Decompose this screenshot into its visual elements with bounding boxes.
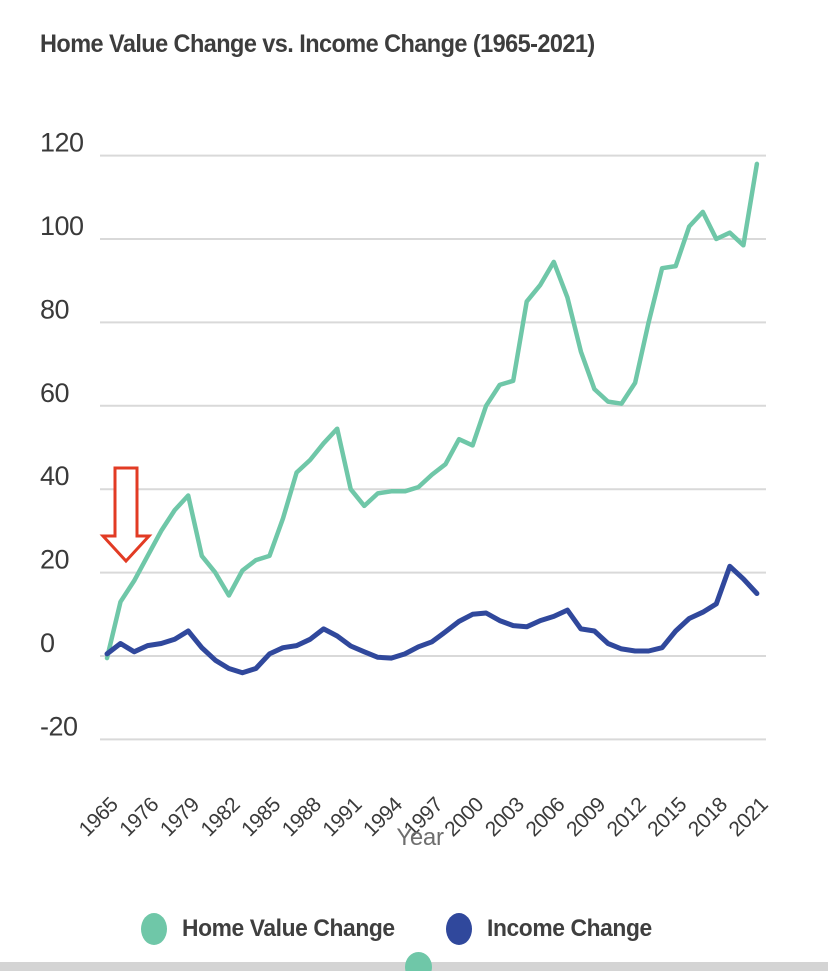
svg-text:0: 0	[40, 628, 55, 658]
legend-item-income-change: Income Change	[446, 913, 661, 945]
svg-text:1982: 1982	[197, 793, 245, 841]
svg-text:60: 60	[40, 378, 69, 408]
svg-text:2006: 2006	[521, 793, 569, 841]
series-lines	[104, 161, 760, 676]
gridlines	[100, 154, 766, 741]
svg-text:2018: 2018	[684, 793, 732, 841]
svg-text:80: 80	[40, 294, 69, 324]
down-arrow-annotation	[99, 466, 153, 564]
svg-text:1985: 1985	[237, 793, 285, 841]
legend-label: Income Change	[487, 915, 653, 942]
svg-text:2015: 2015	[643, 793, 691, 841]
x-axis-title: Year	[396, 824, 444, 851]
svg-text:40: 40	[40, 461, 69, 491]
chart-plot-area: -20 0 20 40 60 80 100 120 196519761979198219851…	[40, 128, 773, 842]
svg-text:1965: 1965	[75, 793, 123, 841]
svg-text:1979: 1979	[156, 793, 204, 841]
svg-text:2009: 2009	[562, 793, 610, 841]
cut-off-legend-dot-icon	[405, 952, 432, 971]
home-value-series-dot-icon	[141, 913, 168, 945]
y-axis-tick-labels: -20 0 20 40 60 80 100 120	[40, 128, 84, 742]
svg-text:120: 120	[40, 128, 84, 158]
income-series-dot-icon	[446, 913, 473, 945]
svg-text:-20: -20	[40, 711, 78, 741]
svg-text:100: 100	[40, 211, 84, 241]
svg-text:1976: 1976	[115, 793, 163, 841]
svg-text:2012: 2012	[603, 793, 651, 841]
legend: Home Value Change Income Change	[0, 913, 828, 945]
legend-item-home-value-change: Home Value Change	[141, 913, 406, 945]
svg-text:1988: 1988	[278, 793, 326, 841]
svg-text:20: 20	[40, 545, 69, 575]
legend-label: Home Value Change	[182, 915, 396, 942]
chart-title: Home Value Change vs. Income Change (196…	[40, 30, 595, 58]
svg-text:2021: 2021	[725, 793, 773, 841]
